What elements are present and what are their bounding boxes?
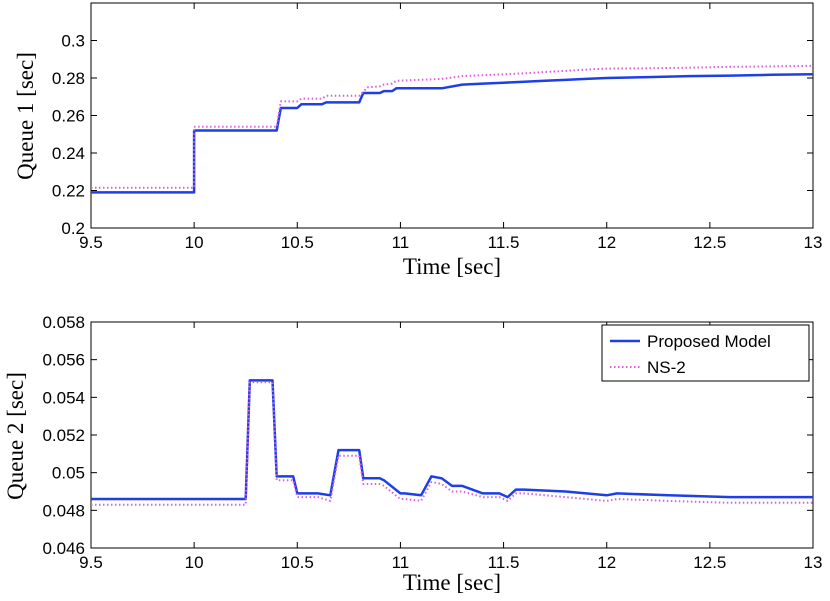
legend-label-proposed-model: Proposed Model xyxy=(647,332,771,351)
series-line-proposed-model xyxy=(91,73,814,194)
chart-queue-1-marks: 9.5 10 10.5 11 11.5 12 12.5 13 0.2 0.22 0.24 0.26 0.… xyxy=(52,3,823,252)
y-axis-label: Queue 1 [sec] xyxy=(13,52,38,180)
legend-box xyxy=(601,324,810,382)
y-axis-label: Queue 2 [sec] xyxy=(3,372,28,500)
series-line-ns-2 xyxy=(91,381,813,506)
y-tick-label: 0.054 xyxy=(42,388,85,407)
x-tick-label: 9.5 xyxy=(79,553,103,572)
x-tick-label: 10 xyxy=(185,553,204,572)
y-tick-label: 0.052 xyxy=(42,426,85,445)
y-tick-label: 0.28 xyxy=(52,69,85,88)
y-tick-label: 0.048 xyxy=(42,501,85,520)
x-tick-label: 11 xyxy=(392,233,410,252)
y-tick-label: 0.3 xyxy=(61,32,85,51)
y-tick-label: 0.046 xyxy=(42,539,85,558)
y-tick-label: 0.056 xyxy=(42,351,85,370)
x-tick-label: 12 xyxy=(597,233,616,252)
series-line-proposed-model xyxy=(91,379,813,501)
y-tick-label: 0.24 xyxy=(52,144,85,163)
chart-queue-1: 9.5 10 10.5 11 11.5 12 12.5 13 0.2 0.22 0.24 0.26 0.… xyxy=(13,2,823,279)
x-tick-label: 12 xyxy=(597,553,616,572)
y-tick-label: 0.05 xyxy=(52,464,85,483)
x-tick-label: 11.5 xyxy=(488,553,520,572)
x-tick-label: 12.5 xyxy=(693,233,726,252)
x-tick-label: 13 xyxy=(804,233,823,252)
chart-queue-2: 9.5 10 10.5 11 11.5 12 12.5 13 0.046 0.048 0.05 0.0… xyxy=(3,313,822,595)
chart-queue-2-marks: 9.5 10 10.5 11 11.5 12 12.5 13 0.046 0.048 0.05 0.0… xyxy=(42,313,822,572)
x-tick-label: 10.5 xyxy=(281,233,314,252)
x-tick-label: 13 xyxy=(804,553,823,572)
legend: Proposed Model NS-2 xyxy=(601,324,810,382)
y-tick-label: 0.058 xyxy=(42,313,85,332)
x-axis-label: Time [sec] xyxy=(403,254,501,279)
x-tick-label: 9.5 xyxy=(79,233,103,252)
x-tick-label: 12.5 xyxy=(693,553,726,572)
x-tick-label: 11.5 xyxy=(488,233,520,252)
x-tick-label: 10.5 xyxy=(281,553,314,572)
x-tick-label: 11 xyxy=(392,553,410,572)
x-tick-label: 10 xyxy=(185,233,204,252)
y-tick-label: 0.2 xyxy=(61,219,85,238)
y-tick-label: 0.26 xyxy=(52,107,85,126)
y-tick-label: 0.22 xyxy=(52,182,85,201)
x-axis-label: Time [sec] xyxy=(403,570,501,595)
legend-label-ns-2: NS-2 xyxy=(647,358,686,377)
